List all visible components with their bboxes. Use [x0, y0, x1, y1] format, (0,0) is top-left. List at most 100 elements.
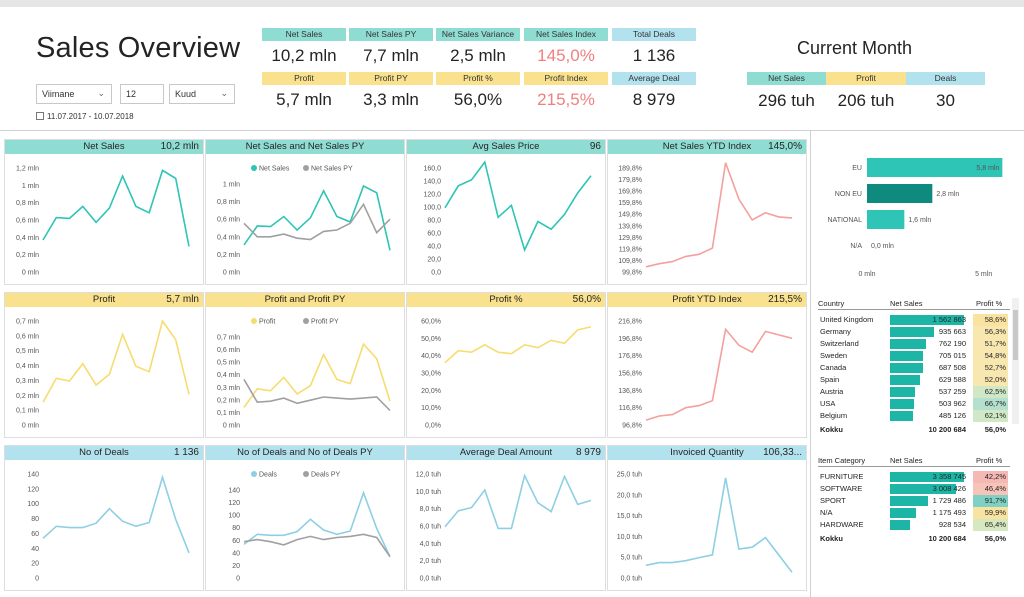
table-row[interactable]: Canada 687 508 52,7% — [818, 362, 1010, 374]
region-bar[interactable] — [867, 158, 1003, 177]
row-label: Canada — [820, 363, 847, 372]
column-header[interactable]: Country — [818, 299, 845, 308]
y-tick-label: 0,6 mln — [16, 218, 39, 225]
column-header[interactable]: Profit % — [976, 456, 1003, 465]
y-tick-label: 120 — [228, 500, 240, 507]
chart-tile-header: No of Deals 1 136 — [5, 446, 203, 460]
y-tick-label: 0,5 mln — [16, 348, 39, 355]
period-count-input[interactable]: 12 — [120, 84, 164, 104]
x-tick-label: 5 mln — [975, 271, 992, 278]
y-tick-label: 10,0 tuh — [617, 534, 642, 541]
scrollbar-thumb[interactable] — [1013, 310, 1018, 360]
row-label: FURNITURE — [820, 472, 864, 481]
chart-tile[interactable]: Net Sales and Net Sales PY Net Sales Net S… — [205, 139, 405, 285]
region-bar-chart[interactable]: EU 5,8 mln NON EU 2,8 mln NATIONAL 1,6 mln N/A… — [815, 150, 1020, 285]
series-line — [42, 474, 190, 554]
line-chart: 12,0 tuh 10,0 tuh 8,0 tuh 6,0 tuh 4,0 tuh 2,0… — [416, 472, 592, 583]
table-row[interactable]: FURNITURE 3 358 745 42,2% — [818, 471, 1010, 483]
region-label: NON EU — [835, 191, 862, 198]
region-bar[interactable] — [867, 210, 905, 229]
region-value-label: 2,8 mln — [936, 191, 959, 198]
chart-tile-header: Average Deal Amount 8 979 — [407, 446, 605, 460]
top-bar — [0, 0, 1024, 7]
chart-tile[interactable]: Profit and Profit PY Profit Profit PY 0,7 m… — [205, 292, 405, 438]
series-line — [645, 327, 793, 421]
current-month-value: 30 — [936, 91, 955, 110]
chart-tile[interactable]: No of Deals and No of Deals PY Deals Deals… — [205, 445, 405, 591]
chart-title: Invoiced Quantity — [670, 447, 744, 458]
table-row[interactable]: SOFTWARE 3 008 426 46,4% — [818, 483, 1010, 495]
series-line — [243, 342, 391, 408]
column-header[interactable]: Item Category — [818, 456, 866, 465]
table-row[interactable]: HARDWARE 928 534 65,4% — [818, 519, 1010, 531]
chart-tile[interactable]: Avg Sales Price 96 160,0 140,0 120,0 100,0 80,… — [406, 139, 606, 285]
row-label: Switzerland — [820, 339, 859, 348]
table-row[interactable]: N/A 1 175 493 59,9% — [818, 507, 1010, 519]
row-sales: 629 588 — [938, 375, 966, 384]
chart-tile[interactable]: Profit % 56,0% 60,0% 50,0% 40,0% 30,0% 20,0% 10… — [406, 292, 606, 438]
total-label: Kokku — [820, 534, 843, 543]
table-row[interactable]: Sweden 705 015 54,8% — [818, 350, 1010, 362]
chart-total: 10,2 mln — [160, 141, 199, 152]
table-row[interactable]: Germany 935 663 56,3% — [818, 326, 1010, 338]
sales-databar — [890, 387, 916, 397]
sales-databar — [890, 351, 924, 361]
region-bar[interactable] — [867, 184, 933, 203]
period-unit-select[interactable]: Kuud ⌄ — [169, 84, 235, 104]
table-row[interactable]: Spain 629 588 52,0% — [818, 374, 1010, 386]
table-row[interactable]: Belgium 485 126 62,1% — [818, 410, 1010, 422]
column-header[interactable]: Net Sales — [890, 299, 923, 308]
y-tick-label: 40 — [31, 546, 39, 553]
y-tick-label: 0,6 mln — [16, 333, 39, 340]
period-select[interactable]: Viimane ⌄ — [36, 84, 112, 104]
table-row[interactable]: USA 503 962 66,7% — [818, 398, 1010, 410]
table-row[interactable]: Switzerland 762 190 51,7% — [818, 338, 1010, 350]
country-table-scrollbar[interactable] — [1012, 298, 1019, 424]
y-tick-label: 60 — [232, 538, 240, 545]
chart-tile[interactable]: Profit 5,7 mln 0,7 mln 0,6 mln 0,5 mln 0,4 ml… — [4, 292, 204, 438]
chart-total: 106,33... — [763, 447, 802, 458]
y-tick-label: 0,6 mln — [217, 347, 240, 354]
sales-databar — [890, 315, 964, 325]
legend-label: Profit PY — [311, 319, 339, 326]
table-row[interactable]: Austria 537 259 62,5% — [818, 386, 1010, 398]
chart-tile[interactable]: Profit YTD Index 215,5% 216,8% 196,8% 176,8%… — [607, 292, 807, 438]
y-tick-label: 60,0% — [421, 319, 441, 326]
column-header[interactable]: Net Sales — [890, 456, 923, 465]
legend-label: Deals — [259, 472, 277, 479]
chart-tile[interactable]: Net Sales YTD Index 145,0% 189,8% 179,8% 169… — [607, 139, 807, 285]
line-chart: 1,2 mln 1 mln 0,8 mln 0,6 mln 0,4 mln 0,2 mln… — [16, 166, 190, 277]
y-tick-label: 0 mln — [223, 423, 240, 430]
y-tick-label: 0,0 tuh — [420, 576, 442, 583]
table-row[interactable]: SPORT 1 729 486 91,7% — [818, 495, 1010, 507]
y-tick-label: 80,0 — [427, 218, 441, 225]
column-header[interactable]: Profit % — [976, 299, 1003, 308]
line-chart: 189,8% 179,8% 169,8% 159,8% 149,8% 139,8% 129,… — [618, 162, 793, 277]
country-table[interactable]: Country Net Sales Profit % United Kingdom 1 … — [818, 298, 1010, 438]
y-tick-label: 149,8% — [618, 212, 642, 219]
sales-databar — [890, 508, 916, 518]
row-profit-pct: 56,3% — [973, 326, 1008, 338]
current-month-label: Net Sales — [747, 72, 826, 85]
chart-tile[interactable]: No of Deals 1 136 140 120 100 80 60 40 20 0 — [4, 445, 204, 591]
chart-title: Profit % — [489, 294, 523, 305]
kpi-label: Profit % — [436, 72, 520, 85]
row-sales: 3 358 745 — [932, 472, 966, 481]
category-table[interactable]: Item Category Net Sales Profit % FURNITURE 3… — [818, 455, 1010, 545]
y-tick-label: 196,8% — [618, 336, 642, 343]
row-profit-pct: 52,0% — [973, 374, 1008, 386]
series-line — [645, 477, 793, 573]
chart-tile[interactable]: Average Deal Amount 8 979 12,0 tuh 10,0 tuh… — [406, 445, 606, 591]
calendar-icon — [36, 112, 44, 120]
row-label: N/A — [820, 508, 833, 517]
chart-tile[interactable]: Net Sales 10,2 mln 1,2 mln 1 mln 0,8 mln 0,6 … — [4, 139, 204, 285]
kpi-value: 2,5 mln — [450, 46, 506, 65]
y-tick-label: 5,0 tuh — [621, 555, 643, 562]
table-row[interactable]: United Kingdom 1 562 863 58,6% — [818, 314, 1010, 326]
chart-tile[interactable]: Invoiced Quantity 106,33... 25,0 tuh 20,0 t… — [607, 445, 807, 591]
legend-marker — [303, 318, 309, 324]
row-profit-pct: 42,2% — [973, 471, 1008, 483]
y-tick-label: 0,2 mln — [217, 252, 240, 259]
y-tick-label: 0,1 mln — [16, 408, 39, 415]
y-tick-label: 116,8% — [619, 405, 642, 412]
